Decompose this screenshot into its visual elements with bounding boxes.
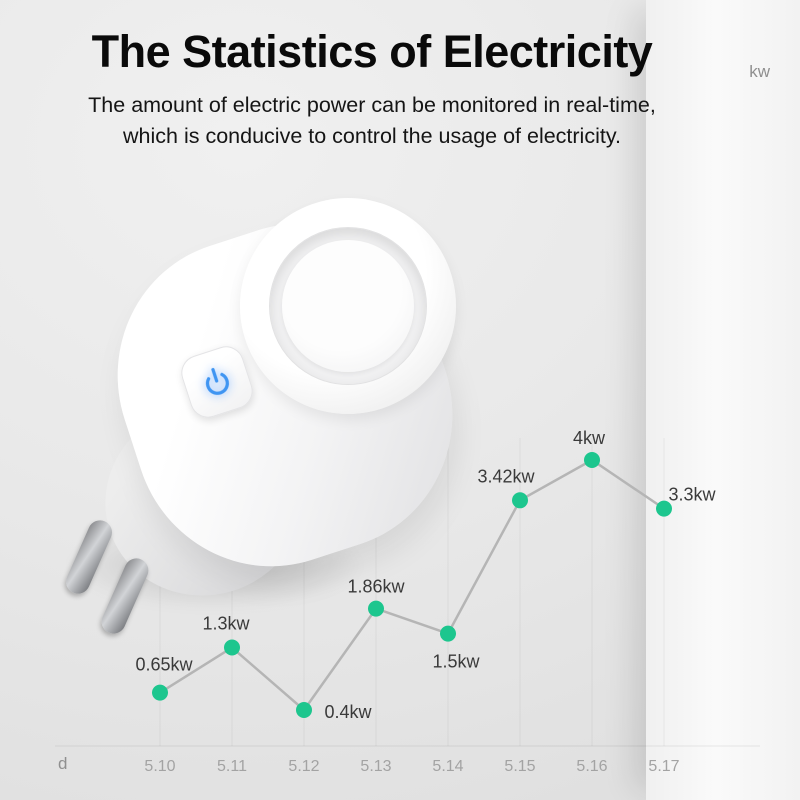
plug-socket-face [240,198,456,414]
subtitle-line-1: The amount of electric power can be moni… [88,93,656,117]
page-title: The Statistics of Electricity [91,26,653,77]
background-wall-strip [646,0,800,800]
data-point-5.11 [224,639,240,656]
x-tick-5.16: 5.16 [576,758,607,775]
data-point-5.13 [368,600,384,617]
data-point-5.10 [152,684,168,701]
header: The Statistics of Electricity The amount… [0,26,744,151]
data-point-5.14 [440,625,456,642]
point-value-label: 1.3kw [202,614,250,634]
x-tick-5.13: 5.13 [360,758,391,775]
point-value-label: 3.3kw [668,485,716,505]
subtitle-line-2: which is conducive to control the usage … [123,123,621,148]
plug-socket-disc [282,240,414,372]
x-tick-5.12: 5.12 [288,758,319,775]
usage-line [159,458,665,712]
y-axis-unit-label: kw [749,62,770,81]
point-value-label: 1.86kw [347,577,405,597]
x-axis-unit-label: d [58,754,68,773]
x-tick-5.11: 5.11 [217,758,247,775]
data-point-5.16 [584,452,600,469]
power-icon [205,367,229,395]
smart-plug-image [55,188,489,660]
point-value-label: 3.42kw [477,466,535,486]
point-value-label: 0.4kw [324,702,372,722]
point-value-label: 1.5kw [432,652,480,672]
x-tick-5.10: 5.10 [144,758,175,775]
point-value-label: 0.65kw [135,655,193,675]
x-tick-5.14: 5.14 [432,758,463,775]
data-point-5.15 [512,492,528,509]
data-point-5.12 [296,702,312,718]
x-tick-5.15: 5.15 [504,758,535,775]
power-button [176,341,258,423]
point-value-label: 4kw [573,428,606,448]
data-point-5.17 [656,500,672,517]
x-tick-5.17: 5.17 [648,758,679,775]
